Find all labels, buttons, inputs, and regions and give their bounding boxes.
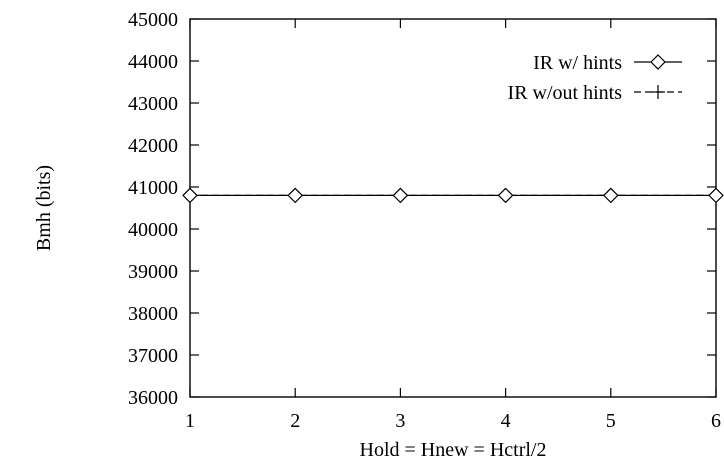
y-tick-label: 41000 [128,177,178,199]
x-axis-title: Hold = Hnew = Hctrl/2 [360,439,547,461]
y-axis-ticks: 36000 37000 38000 39000 40000 41000 42000 43000… [128,9,716,409]
legend-label: IR w/out hints [508,82,623,104]
data-point [602,187,619,204]
data-point [497,187,514,204]
x-tick-label: 6 [711,410,721,432]
y-tick-label: 38000 [128,303,178,325]
y-tick-label: 39000 [128,261,178,283]
y-tick-label: 42000 [128,135,178,157]
x-tick-label: 1 [185,410,195,432]
x-tick-label: 2 [290,410,300,432]
x-tick-label: 5 [606,410,616,432]
data-point [182,187,198,204]
series-with-hints [182,187,724,204]
legend: IR w/ hints IR w/out hints [508,52,682,104]
y-tick-label: 36000 [128,387,178,409]
series-layer [182,187,724,204]
y-tick-label: 43000 [128,93,178,115]
y-tick-label: 37000 [128,345,178,367]
x-tick-label: 3 [395,410,405,432]
y-axis-title: Bmh (bits) [33,165,55,251]
legend-marker [650,54,666,70]
legend-label: IR w/ hints [533,52,622,74]
legend-marker [651,85,665,99]
data-point [392,187,409,204]
y-tick-label: 44000 [128,51,178,73]
y-tick-label: 40000 [128,219,178,241]
x-tick-label: 4 [501,410,511,432]
data-point [708,187,724,204]
y-tick-label: 45000 [128,9,178,31]
plot-frame [189,18,717,398]
data-point [287,187,304,204]
x-axis-ticks: 1 2 3 4 5 6 [185,19,721,432]
